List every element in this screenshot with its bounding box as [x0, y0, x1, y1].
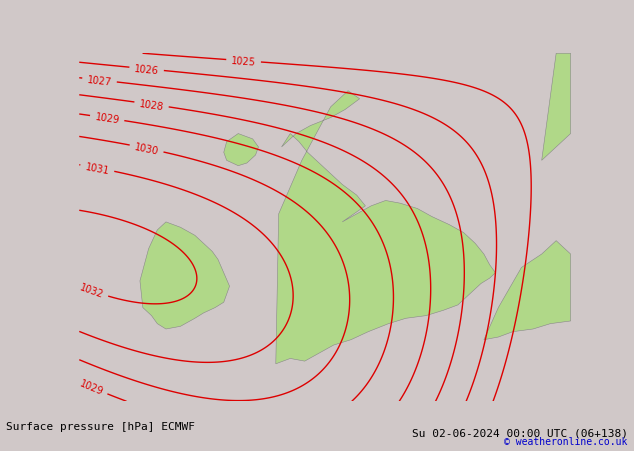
Text: 1026: 1026	[134, 64, 159, 76]
Text: 1031: 1031	[84, 161, 110, 176]
Text: Su 02-06-2024 00:00 UTC (06+138): Su 02-06-2024 00:00 UTC (06+138)	[411, 428, 628, 438]
Text: 1032: 1032	[79, 282, 105, 300]
Polygon shape	[541, 54, 571, 161]
Text: 1030: 1030	[134, 142, 160, 156]
Polygon shape	[484, 241, 571, 340]
Polygon shape	[224, 134, 259, 166]
Text: 1027: 1027	[87, 74, 112, 87]
Text: 1025: 1025	[231, 56, 256, 68]
Polygon shape	[276, 92, 495, 364]
Text: 1029: 1029	[94, 112, 120, 125]
Text: Surface pressure [hPa] ECMWF: Surface pressure [hPa] ECMWF	[6, 421, 195, 431]
Polygon shape	[140, 222, 230, 329]
Text: © weatheronline.co.uk: © weatheronline.co.uk	[504, 437, 628, 446]
Text: 1028: 1028	[139, 98, 164, 112]
Text: 1029: 1029	[78, 378, 105, 397]
